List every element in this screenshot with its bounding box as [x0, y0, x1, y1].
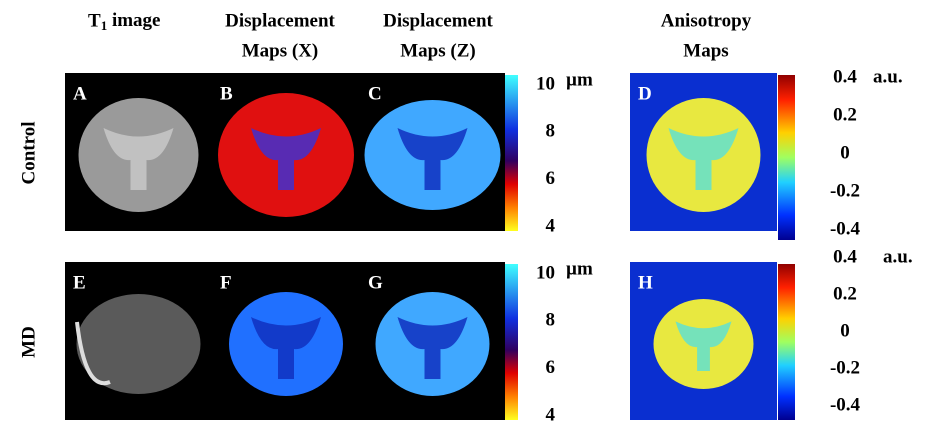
image-panel: A [65, 73, 212, 231]
colorbar-tick-label: -0.2 [830, 180, 860, 201]
colorbar [505, 75, 518, 231]
panel-letter: C [368, 83, 382, 104]
panel-letter: D [638, 83, 652, 104]
column-header: Anisotropy [661, 10, 752, 31]
image-panel: H [630, 262, 777, 420]
row-label: Control [18, 122, 39, 185]
colorbar-unit: µm [566, 69, 593, 90]
colorbar-tick-label: 6 [546, 168, 556, 189]
colorbar [505, 264, 518, 420]
image-panel: C [360, 73, 505, 231]
column-header: Displacement [225, 10, 335, 31]
row: MD E F G H 10 8 6 4 µm 0.4 0.2 0 -0.2 -0.4 a.u. [18, 246, 912, 425]
colorbar-tick-label: -0.4 [830, 394, 861, 415]
panel-letter: G [368, 272, 383, 293]
colorbar-tick-label: 0.4 [833, 66, 857, 87]
column-headers: T1 image Displacement Maps (X) Displacement… [88, 10, 752, 61]
row: Control A B C D 10 8 6 4 µm 0.4 0.2 0 -0.2 -0.4 a.u. [18, 66, 902, 240]
colorbar-tick-label: 4 [546, 404, 556, 425]
colorbar-tick-label: 0 [840, 320, 850, 341]
header-text: image [107, 10, 160, 31]
column-header: T1 image [88, 10, 160, 33]
colorbar-tick-label: 10 [536, 262, 555, 283]
colorbar-tick-label: -0.2 [830, 357, 860, 378]
column-header: Maps (Z) [400, 40, 475, 61]
figure: T1 image Displacement Maps (X) Displacement… [0, 0, 941, 430]
panel-letter: A [73, 83, 87, 104]
image-panel: E [65, 262, 212, 420]
panel-letter: B [220, 83, 233, 104]
image-panel: B [212, 73, 360, 231]
colorbar [778, 264, 795, 420]
colorbar-unit: a.u. [883, 246, 913, 267]
colorbar-tick-label: 4 [546, 215, 556, 236]
image-panel: D [630, 73, 777, 231]
colorbar-tick-label: 0.2 [833, 104, 857, 125]
colorbar [778, 75, 795, 240]
colorbar-tick-label: 6 [546, 357, 556, 378]
column-header: Displacement [383, 10, 493, 31]
colorbar-tick-label: 0.4 [833, 246, 857, 267]
colorbar-tick-label: 8 [546, 310, 556, 331]
colorbar-tick-label: 0 [840, 142, 850, 163]
row-label: MD [18, 326, 39, 358]
colorbar-unit: µm [566, 258, 593, 279]
colorbar-tick-label: 0.2 [833, 283, 857, 304]
rows: Control A B C D 10 8 6 4 µm 0.4 0.2 0 -0.2 -0.4 a.u. MD E… [18, 66, 912, 425]
panel-letter: E [73, 272, 86, 293]
panel-letter: F [220, 272, 232, 293]
colorbar-unit: a.u. [873, 66, 903, 87]
image-panel: G [360, 262, 505, 420]
colorbar-tick-label: 10 [536, 73, 555, 94]
colorbar-tick-label: 8 [546, 121, 556, 142]
panel-letter: H [638, 272, 653, 293]
colorbar-tick-label: -0.4 [830, 218, 861, 239]
column-header: Maps [683, 40, 728, 61]
column-header: Maps (X) [242, 40, 319, 61]
image-panel: F [212, 262, 360, 420]
